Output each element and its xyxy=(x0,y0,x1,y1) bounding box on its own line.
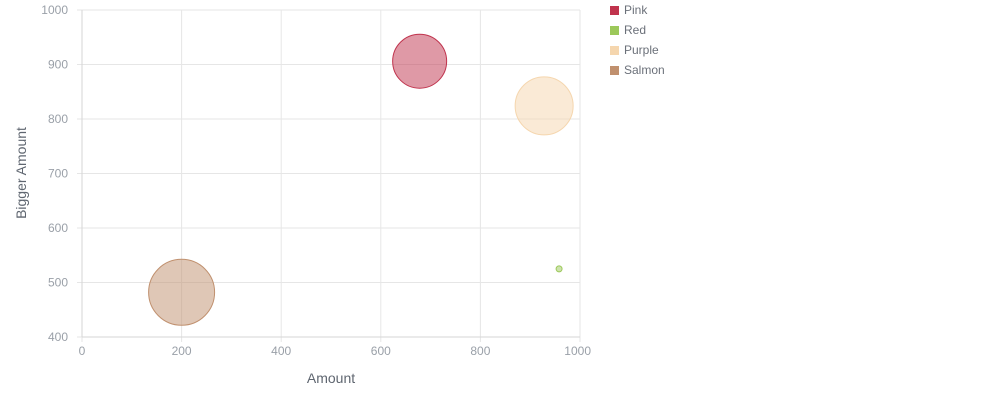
bubbles xyxy=(148,33,574,326)
bubble-salmon xyxy=(148,258,216,326)
y-tick-labels: 400 500 600 700 800 900 1000 xyxy=(41,3,68,344)
x-tick-labels: 0 200 400 600 800 1000 xyxy=(79,344,592,358)
legend-swatch-red xyxy=(610,26,619,35)
y-tick-label: 500 xyxy=(48,276,68,290)
legend-swatch-pink xyxy=(610,6,619,15)
bubble-pink xyxy=(392,33,448,89)
y-tick-label: 600 xyxy=(48,221,68,235)
y-tick-label: 700 xyxy=(48,167,68,181)
bubble-purple xyxy=(514,76,574,136)
legend-swatch-salmon xyxy=(610,66,619,75)
x-tick-label: 600 xyxy=(371,344,391,358)
legend-label-red: Red xyxy=(624,23,646,37)
y-tick-label: 400 xyxy=(48,330,68,344)
y-tick-label: 900 xyxy=(48,58,68,72)
legend: Pink Red Purple Salmon xyxy=(610,3,665,77)
x-axis-title: Amount xyxy=(307,370,355,386)
legend-label-salmon: Salmon xyxy=(624,63,665,77)
grid xyxy=(77,9,581,342)
axes xyxy=(81,10,580,338)
x-tick-label: 1000 xyxy=(564,344,591,358)
x-tick-label: 200 xyxy=(172,344,192,358)
bubble-red xyxy=(555,265,563,273)
legend-swatch-purple xyxy=(610,46,619,55)
legend-label-purple: Purple xyxy=(624,43,659,57)
y-axis-title: Bigger Amount xyxy=(13,127,29,219)
y-tick-label: 800 xyxy=(48,112,68,126)
legend-label-pink: Pink xyxy=(624,3,648,17)
x-tick-label: 400 xyxy=(271,344,291,358)
x-tick-label: 800 xyxy=(470,344,490,358)
y-tick-label: 1000 xyxy=(41,3,68,17)
x-tick-label: 0 xyxy=(79,344,86,358)
